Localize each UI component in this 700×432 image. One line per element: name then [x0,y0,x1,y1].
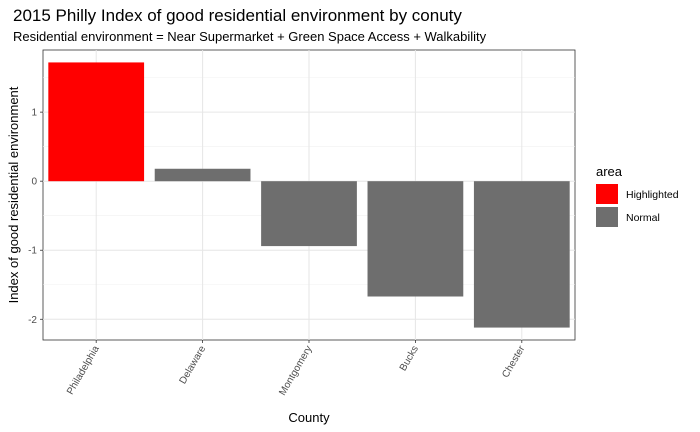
x-axis-ticks: Philadelphia Delaware Montgomery Bucks Chest… [65,340,528,398]
x-axis-title: County [288,410,330,425]
x-tick-label: Montgomery [277,344,314,398]
x-tick-label: Bucks [398,344,421,373]
legend-label-normal: Normal [626,212,660,224]
x-tick-label: Delaware [178,344,209,386]
x-tick-label: Chester [500,343,527,379]
y-tick-label: -1 [28,246,37,257]
bar-bucks [367,181,464,297]
legend-label-highlighted: Highlighted [626,189,679,201]
y-tick-label: -2 [28,315,37,326]
bar-montgomery [261,181,357,247]
bars [48,62,570,328]
y-axis-ticks: -2 -1 0 1 [28,108,43,326]
chart-title: 2015 Philly Index of good residential en… [13,6,462,25]
legend: area Highlighted Normal [596,164,679,227]
y-tick-label: 0 [31,177,37,188]
bar-chester [473,181,570,328]
legend-title: area [596,164,623,179]
legend-swatch-normal [596,207,618,227]
legend-swatch-highlighted [596,184,618,204]
bar-philadelphia [48,62,145,182]
bar-delaware [154,168,251,182]
x-tick-label: Philadelphia [65,344,102,397]
y-tick-label: 1 [31,108,37,119]
chart-subtitle: Residential environment = Near Supermark… [13,29,487,44]
y-axis-title: Index of good residential environment [6,86,21,303]
